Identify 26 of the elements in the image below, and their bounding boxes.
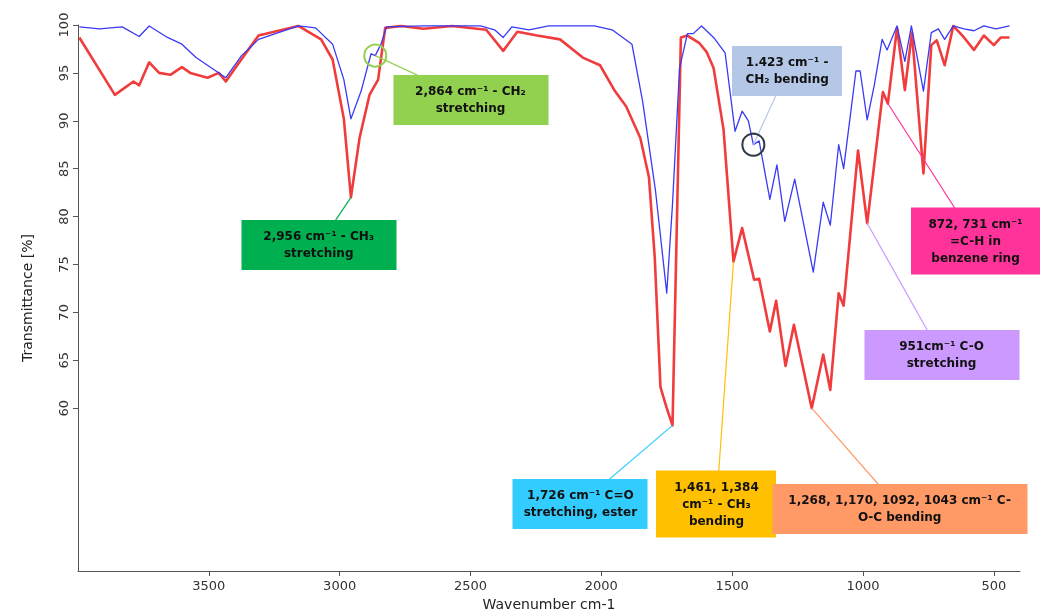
y-tick-label: 90: [56, 112, 71, 130]
x-axis-title: Wavenumber cm-1: [482, 596, 616, 612]
y-tick-label: 80: [56, 208, 71, 225]
x-tick-label: 3500: [192, 578, 226, 593]
y-axis-title: Transmittance [%]: [19, 234, 35, 363]
x-tick-label: 2500: [453, 578, 488, 593]
callout-box: 2,864 cm⁻¹ - CH₂ stretching: [393, 74, 548, 125]
x-tick-label: 2000: [584, 578, 618, 593]
callout-box: 1,726 cm⁻¹ C=O stretching, ester: [512, 478, 648, 529]
x-tick-label: 3000: [323, 578, 357, 593]
y-tick-label: 65: [56, 351, 71, 369]
y-tick-label: 85: [56, 160, 71, 177]
y-tick-label: 95: [56, 64, 71, 82]
x-tick-label: 1000: [846, 578, 880, 593]
y-tick-label: 75: [56, 256, 71, 273]
y-tick-label: 100: [56, 12, 71, 38]
callout-box: 872, 731 cm⁻¹ =C-H in benzene ring: [910, 207, 1040, 274]
y-tick-label: 60: [56, 399, 71, 417]
x-tick-label: 1500: [715, 578, 749, 593]
callout-box: 1,268, 1,170, 1092, 1043 cm⁻¹ C-O-C bending: [772, 483, 1028, 534]
callout-box: 1.423 cm⁻¹ - CH₂ bending: [732, 45, 843, 96]
callout-box: 951cm⁻¹ C-O stretching: [864, 330, 1019, 381]
callout-box: 1,461, 1,384 cm⁻¹ - CH₃ bending: [656, 470, 777, 538]
y-tick-label: 70: [56, 304, 71, 321]
callout-box: 2,956 cm⁻¹ - CH₃ stretching: [241, 220, 397, 271]
x-tick-label: 500: [981, 578, 1007, 593]
